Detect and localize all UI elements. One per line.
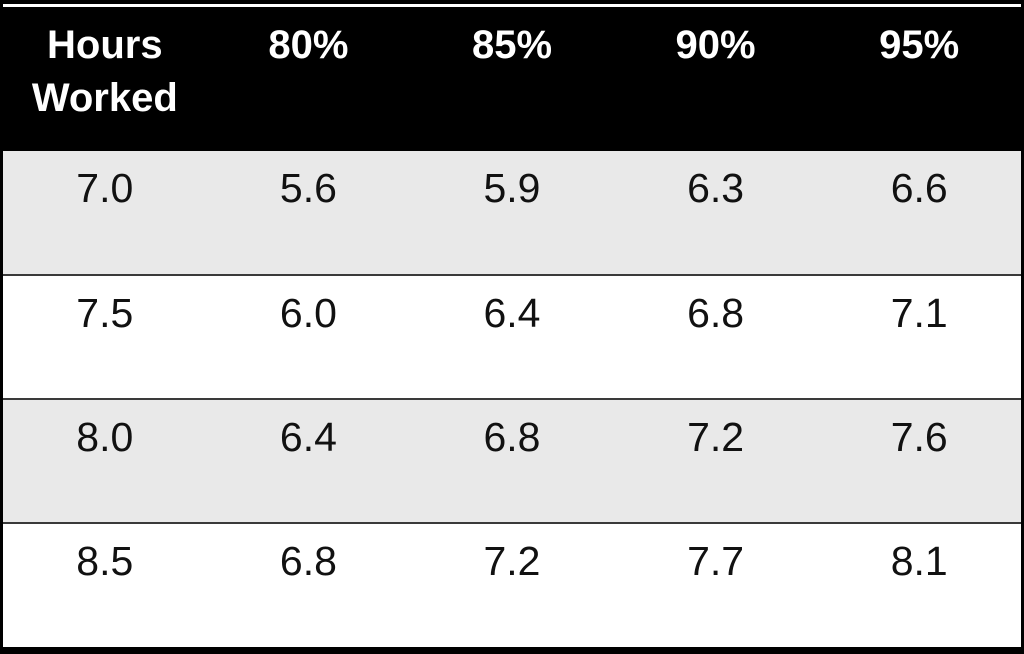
hours-worked-table: Hours Worked 80% 85% 90% 95% 7.0 5.6 5.9… — [3, 7, 1021, 647]
table-row: 8.0 6.4 6.8 7.2 7.6 — [3, 399, 1021, 523]
table-cell: 6.4 — [483, 290, 541, 336]
frame-top-gap — [3, 4, 1021, 7]
column-header-80pct: 80% — [268, 23, 349, 67]
table-row: 7.0 5.6 5.9 6.3 6.6 — [3, 151, 1021, 275]
table-cell: 6.8 — [483, 414, 541, 460]
column-header-85pct: 85% — [471, 23, 553, 67]
table-cell: 7.0 — [76, 165, 134, 211]
table-cell: 6.8 — [279, 538, 337, 584]
column-header-hours-worked: Hours Worked — [31, 23, 178, 120]
table-cell: 7.1 — [890, 290, 948, 336]
table-row: 7.5 6.0 6.4 6.8 7.1 — [3, 275, 1021, 399]
table-cell: 7.7 — [687, 538, 745, 584]
table-cell: 7.2 — [687, 414, 745, 460]
table-cell: 8.1 — [890, 538, 948, 584]
table-cell: 6.6 — [890, 165, 948, 211]
table-cell: 6.3 — [687, 165, 745, 211]
table-cell: 6.0 — [279, 290, 337, 336]
column-header-90pct: 90% — [675, 23, 756, 67]
table-cell: 8.5 — [76, 538, 134, 584]
table-cell: 5.9 — [483, 165, 541, 211]
table-cell: 5.6 — [279, 165, 337, 211]
header-row: Hours Worked 80% 85% 90% 95% — [3, 7, 1021, 151]
table-row: 8.5 6.8 7.2 7.7 8.1 — [3, 523, 1021, 647]
table-cell: 7.6 — [890, 414, 948, 460]
table-cell: 7.5 — [76, 290, 134, 336]
table-cell: 8.0 — [76, 414, 134, 460]
table-cell: 7.2 — [483, 538, 541, 584]
table-cell: 6.4 — [279, 414, 337, 460]
table-cell: 6.8 — [687, 290, 745, 336]
column-header-95pct: 95% — [879, 23, 960, 67]
